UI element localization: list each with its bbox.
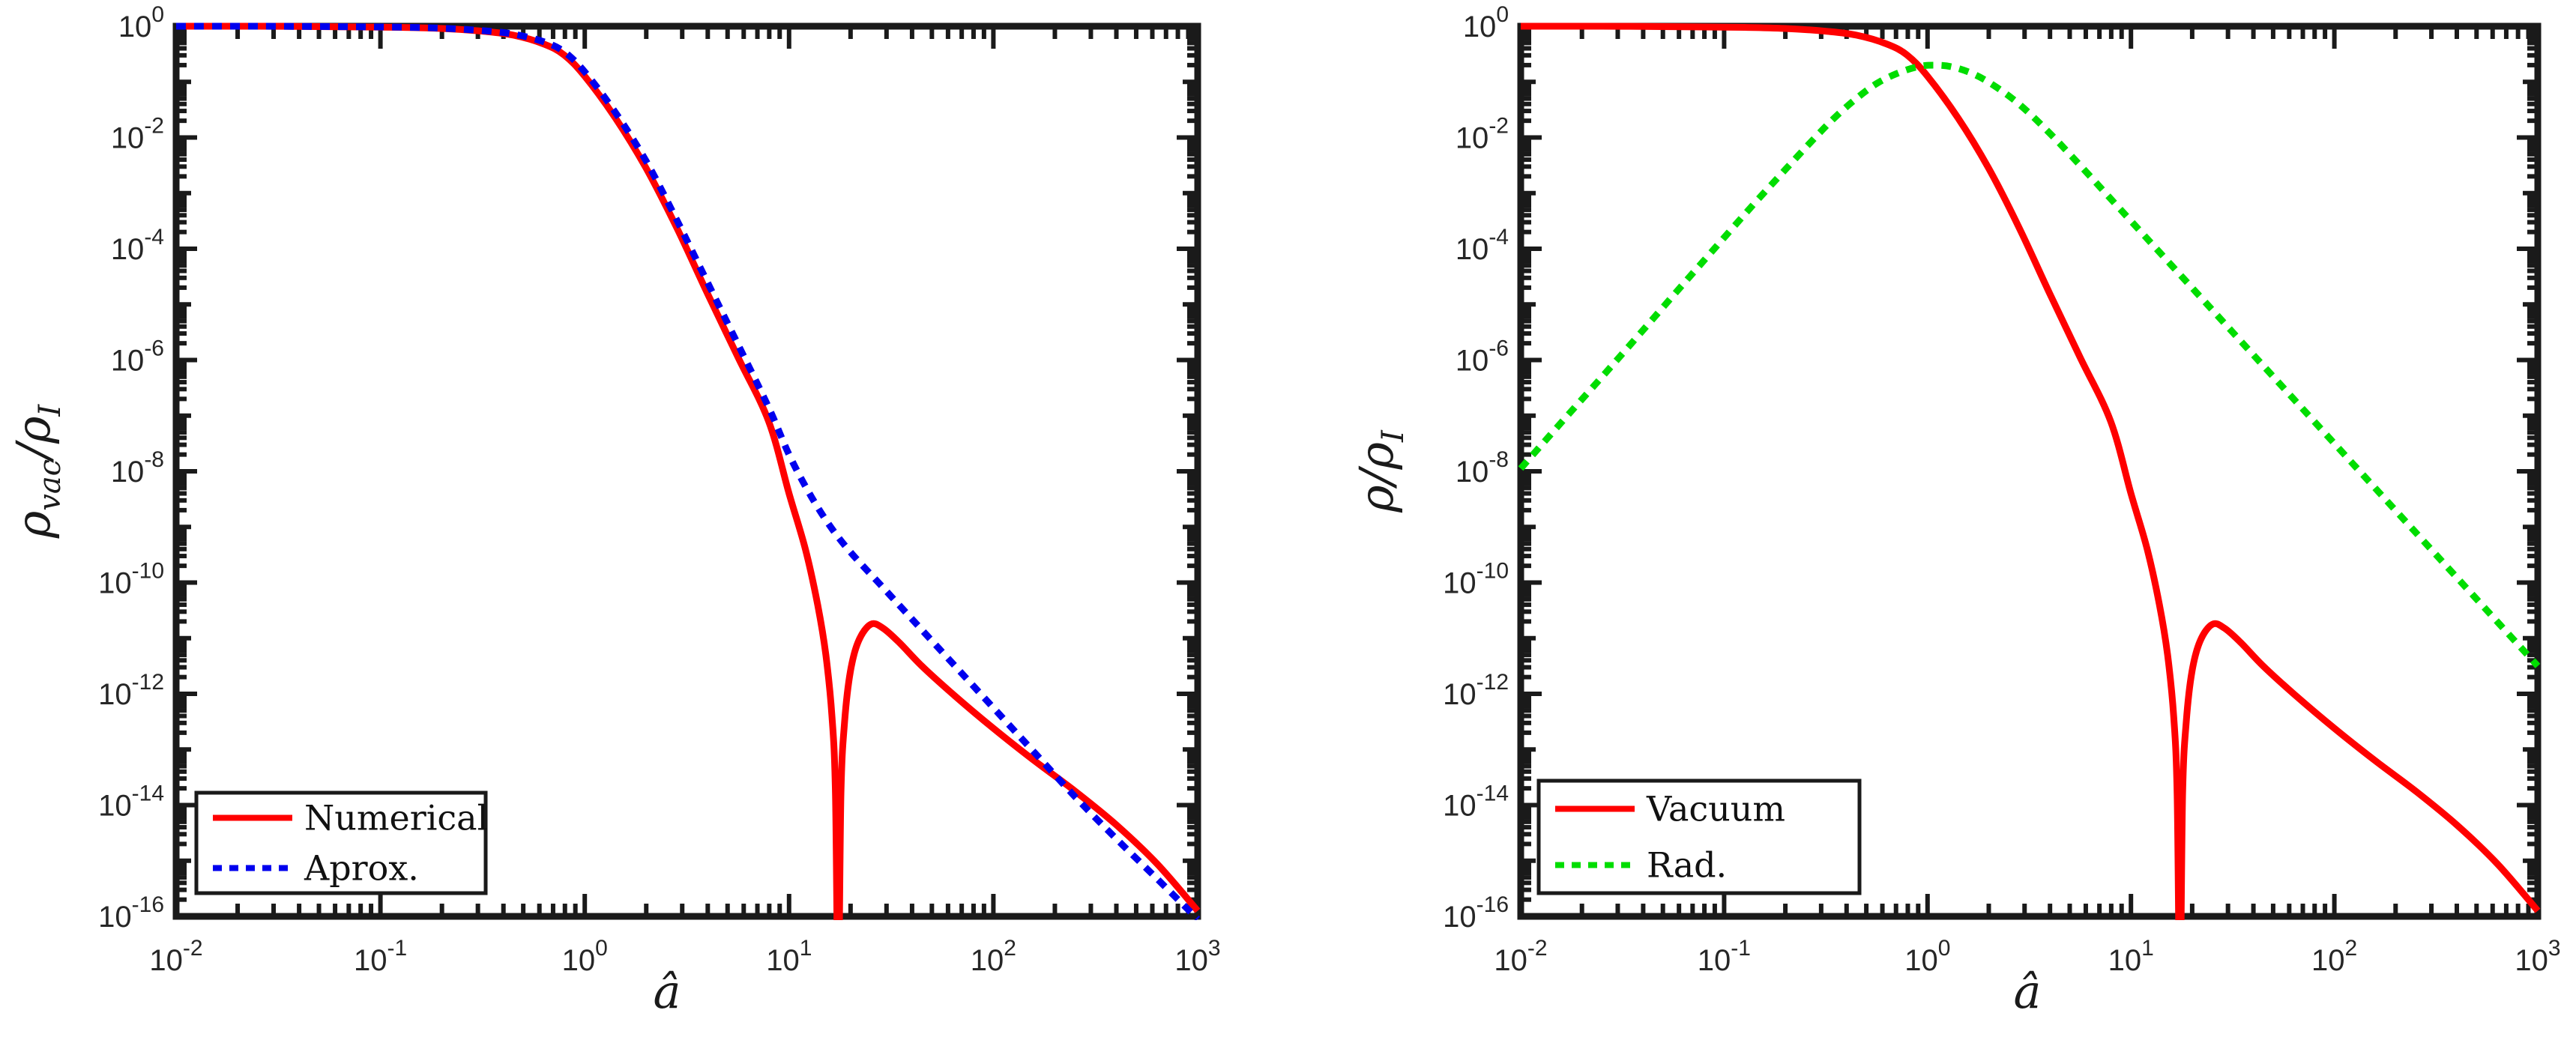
rad--curve	[1518, 61, 2541, 668]
y-tick-label: 10-10	[1443, 559, 1509, 600]
right-ylabel: ρ/ρI​	[1349, 429, 1411, 513]
y-tick-label: 10-2	[111, 114, 164, 155]
x-tick-label: 10-2	[149, 936, 202, 977]
y-tick-label: 100	[1463, 2, 1509, 43]
y-tick-label: 10-10	[98, 559, 164, 600]
left-xlabel: â	[654, 964, 681, 1019]
left-plot: 10-2 10-1 100 101 102 10310010-210-410-610-81…	[6, 2, 1221, 1019]
right-xlabel: â	[2014, 964, 2042, 1019]
y-tick-label: 10-16	[1443, 892, 1509, 934]
x-tick-label: 102	[971, 936, 1016, 977]
y-tick-label: 10-12	[1443, 670, 1509, 711]
left-axis-box	[172, 22, 1201, 920]
legend-entry-numerical: Numerical	[213, 798, 488, 838]
x-tick-label: 102	[2311, 936, 2357, 977]
legend-entry-vacuum: Vacuum	[1555, 789, 1785, 829]
x-tick-label: 103	[1174, 936, 1220, 977]
y-tick-label: 10-4	[111, 225, 164, 266]
left-ticks	[174, 24, 1200, 919]
left-curves	[175, 22, 1201, 920]
legend-entry-rad: Rad.	[1555, 845, 1727, 886]
y-tick-label: 10-8	[111, 447, 164, 489]
left-y-tick-labels: 100 10-2 10-4 10-6 10-8 10-10 10-12 10-14 10-16	[98, 2, 164, 934]
x-tick-label: 100	[562, 936, 608, 977]
x-tick-label: 103	[2515, 936, 2560, 977]
x-tick-label: 101	[766, 936, 812, 977]
y-tick-label: 10-4	[1456, 225, 1509, 266]
x-tick-label: 10-2	[1494, 936, 1547, 977]
y-tick-label: 10-6	[1456, 336, 1509, 378]
y-tick-label: 10-8	[1456, 447, 1509, 489]
y-tick-label: 10-14	[98, 781, 164, 823]
legend-label: Aprox.	[304, 848, 419, 889]
x-tick-label: 10-1	[1698, 936, 1751, 977]
left-ylabel: ρvac​/ρI​	[6, 404, 67, 539]
right-y-tick-labels: 100 10-2 10-4 10-6 10-8 10-10 10-12 10-14 10-16	[1443, 2, 1509, 934]
vacuum-curve	[1520, 22, 2541, 920]
right-x-tick-labels: 10-2 10-1 100 101 102 103	[1494, 936, 2560, 977]
left-legend-box	[194, 790, 488, 895]
legend-entry-aprox: Aprox.	[213, 848, 419, 889]
y-tick-label: 10-6	[111, 336, 164, 378]
right-axis-box	[1517, 22, 2542, 920]
right-legend-box	[1536, 778, 1862, 895]
y-tick-label: 10-2	[1456, 114, 1509, 155]
legend-label: Vacuum	[1646, 789, 1785, 829]
right-plot: 10-2 10-1 100 101 102 10310010-210-410-610-81…	[1349, 2, 2561, 1019]
y-tick-label: 10-16	[98, 892, 164, 934]
right-legend: Vacuum Rad.	[1536, 778, 1862, 895]
y-tick-label: 100	[118, 2, 164, 43]
x-tick-label: 10-1	[354, 936, 407, 977]
y-tick-label: 10-14	[1443, 781, 1509, 823]
legend-label: Numerical	[304, 798, 488, 838]
aprox--curve	[175, 22, 1201, 920]
left-legend: Numerical Aprox.	[194, 790, 488, 895]
left-x-tick-labels: 10-2 10-1 100 101 102 103	[149, 936, 1220, 977]
y-tick-label: 10-12	[98, 670, 164, 711]
legend-label: Rad.	[1647, 845, 1727, 886]
right-curves	[1518, 22, 2541, 920]
x-tick-label: 101	[2108, 936, 2154, 977]
x-tick-label: 100	[1904, 936, 1950, 977]
